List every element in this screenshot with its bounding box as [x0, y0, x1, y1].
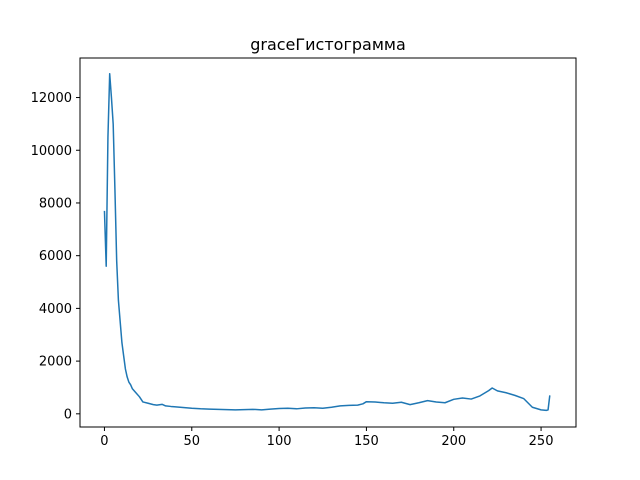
x-tick-label: 0: [100, 434, 108, 449]
y-tick-label: 8000: [39, 196, 72, 211]
y-tick-label: 12000: [31, 91, 72, 106]
y-tick-label: 6000: [39, 249, 72, 264]
y-tick-label: 2000: [39, 355, 72, 370]
x-tick-label: 100: [267, 434, 292, 449]
series-line: [103, 73, 551, 412]
plot-area: [103, 73, 551, 412]
axes-frame: [79, 57, 577, 428]
chart-title: graceГистограмма: [250, 35, 406, 54]
x-tick-label: 200: [441, 434, 466, 449]
y-tick-label: 0: [64, 407, 72, 422]
y-tick-label: 10000: [31, 144, 72, 159]
y-tick-label: 4000: [39, 302, 72, 317]
x-tick-label: 150: [354, 434, 379, 449]
x-tick-label: 250: [529, 434, 554, 449]
y-axis: 0 2000 4000 6000 8000 10000 12000: [31, 91, 80, 422]
x-tick-label: 50: [184, 434, 201, 449]
x-axis: 0 50 100 150 200 250: [100, 427, 553, 449]
